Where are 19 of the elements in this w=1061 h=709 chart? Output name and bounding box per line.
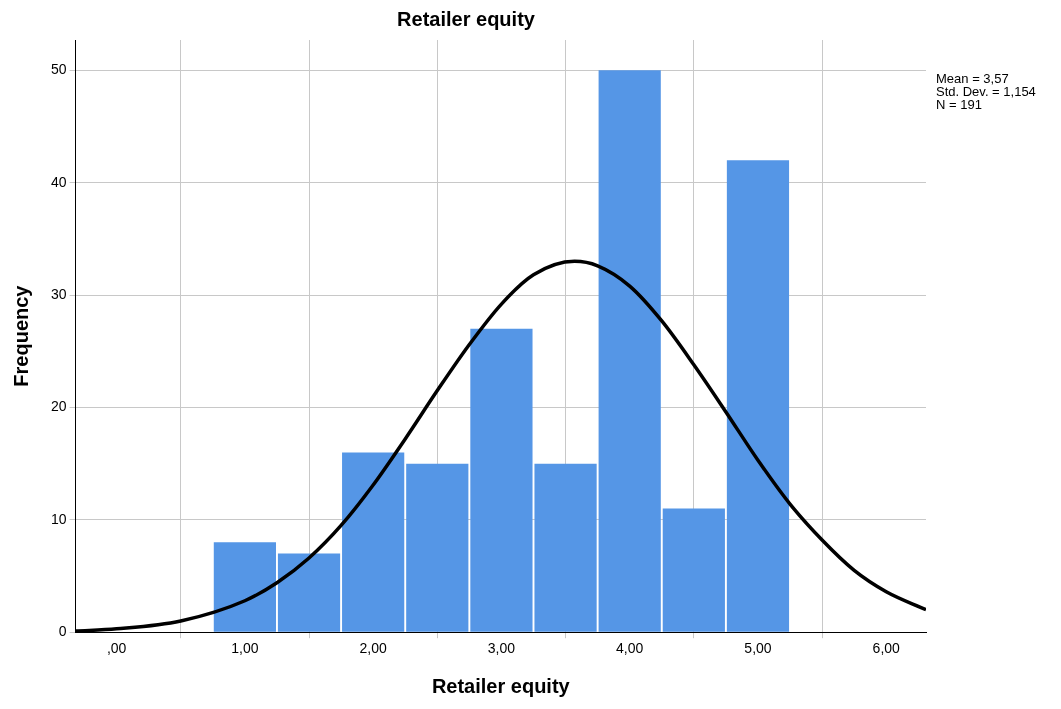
- x-tick-label: 5,00: [744, 640, 772, 657]
- text: Std. Dev. = 1,154: [936, 84, 1036, 100]
- y-tick-label: 50: [50, 61, 67, 78]
- y-tick-label: 20: [50, 398, 67, 415]
- x-tick-label: 2,00: [359, 640, 387, 657]
- y-tick-label: 10: [50, 510, 67, 527]
- x-tick-label: 4,00: [616, 640, 644, 657]
- chart-title: Retailer equity: [397, 7, 536, 30]
- text: N = 191: [936, 97, 982, 113]
- y-tick-label: 30: [50, 285, 67, 302]
- text: Mean = 3,57: [936, 71, 1009, 87]
- x-tick-label: ,00: [106, 640, 127, 657]
- x-tick-label: 1,00: [231, 640, 259, 657]
- x-tick-label: 3,00: [487, 640, 516, 657]
- y-tick-label: 40: [50, 173, 67, 190]
- y-axis-title: Frequency: [9, 284, 32, 387]
- x-tick-label: 6,00: [872, 640, 901, 657]
- x-axis-title: Retailer equity: [431, 674, 571, 697]
- y-tick-label: 0: [58, 623, 67, 640]
